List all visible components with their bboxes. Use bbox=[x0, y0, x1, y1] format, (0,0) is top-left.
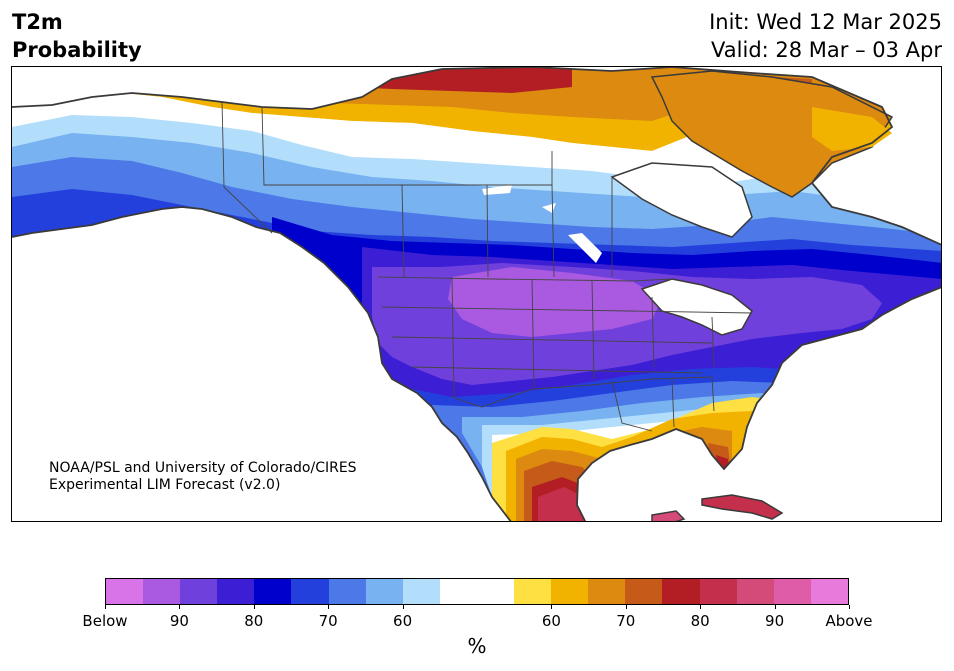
colorbar-tick-mark bbox=[774, 605, 776, 609]
colorbar-segment bbox=[736, 579, 774, 604]
probability-map bbox=[12, 67, 941, 521]
colorbar-tick-mark bbox=[105, 605, 106, 609]
great-lakes bbox=[640, 278, 753, 336]
colorbar-tick-label: 90 bbox=[765, 612, 785, 630]
forecast-dates: Init: Wed 12 Mar 2025 Valid: 28 Mar – 03… bbox=[709, 8, 942, 64]
colorbar-segment bbox=[810, 579, 848, 604]
title-line-1: T2m bbox=[12, 10, 63, 34]
colorbar-tick-label: 70 bbox=[616, 612, 636, 630]
hispaniola-island bbox=[651, 510, 686, 521]
colorbar-segment bbox=[588, 579, 626, 604]
colorbar-unit: % bbox=[467, 634, 487, 658]
credit-line-2: Experimental LIM Forecast (v2.0) bbox=[49, 477, 281, 493]
title-line-2: Probability bbox=[12, 38, 142, 62]
greenland-land bbox=[650, 70, 894, 198]
cuba-island bbox=[701, 494, 784, 520]
init-date: Init: Wed 12 Mar 2025 bbox=[709, 10, 942, 34]
valid-date: Valid: 28 Mar – 03 Apr bbox=[711, 38, 942, 62]
colorbar-tick-label: Below bbox=[82, 612, 128, 630]
colorbar-tick-label: 60 bbox=[393, 612, 413, 630]
credit-line-1: NOAA/PSL and University of Colorado/CIRE… bbox=[49, 460, 357, 476]
colorbar-segment bbox=[365, 579, 403, 604]
colorbar-tick-mark bbox=[849, 605, 850, 609]
chart-title: T2m Probability bbox=[12, 8, 142, 64]
colorbar-segment bbox=[402, 579, 440, 604]
colorbar-segment bbox=[291, 579, 329, 604]
colorbar-segment bbox=[106, 579, 144, 604]
lake-winnipeg bbox=[568, 233, 602, 263]
colorbar-tick-mark bbox=[179, 605, 181, 609]
colorbar-segment bbox=[476, 579, 515, 604]
colorbar-segment bbox=[662, 579, 700, 604]
colorbar-tick-mark bbox=[253, 605, 255, 609]
colorbar-segment bbox=[180, 579, 218, 604]
colorbar-segment bbox=[217, 579, 255, 604]
colorbar-tick-mark bbox=[328, 605, 330, 609]
map-panel bbox=[11, 66, 942, 522]
colorbar-tick-mark bbox=[700, 605, 702, 609]
colorbar-tick-label: 80 bbox=[690, 612, 710, 630]
coastline bbox=[12, 67, 941, 521]
state-borders bbox=[221, 100, 753, 432]
arctic-island-white bbox=[362, 127, 412, 139]
greenland-south bbox=[812, 107, 892, 151]
colorbar-segment bbox=[439, 579, 477, 604]
colorbar-tick-mark bbox=[551, 605, 553, 609]
colorbar bbox=[105, 578, 849, 605]
colorbar-tick-mark bbox=[402, 605, 404, 609]
colorbar-tick-label: 90 bbox=[169, 612, 189, 630]
colorbar-segment bbox=[514, 579, 552, 604]
colorbar-segment bbox=[773, 579, 811, 604]
colorbar-tick-label: 60 bbox=[541, 612, 561, 630]
colorbar-segment bbox=[699, 579, 737, 604]
colorbar-segment bbox=[551, 579, 589, 604]
hudson-bay bbox=[610, 162, 753, 238]
colorbar-segment bbox=[328, 579, 366, 604]
credit-text: NOAA/PSL and University of Colorado/CIRE… bbox=[49, 460, 357, 494]
colorbar-segment bbox=[143, 579, 181, 604]
colorbar-segment bbox=[625, 579, 663, 604]
great-slave-lake bbox=[482, 185, 512, 195]
colorbar-tick-mark bbox=[625, 605, 627, 609]
colorbar-tick-label: Above bbox=[825, 612, 873, 630]
colorbar-segment bbox=[254, 579, 292, 604]
colorbar-tick-label: 70 bbox=[318, 612, 338, 630]
colorbar-tick-label: 80 bbox=[244, 612, 264, 630]
